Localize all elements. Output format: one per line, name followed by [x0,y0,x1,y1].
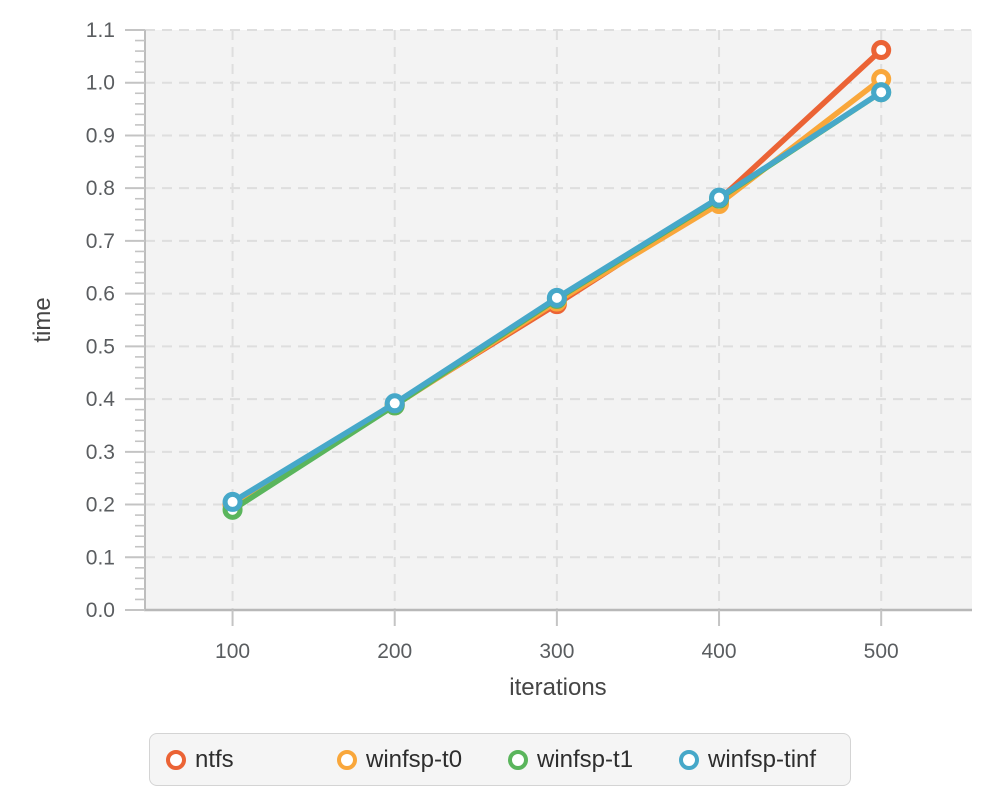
y-tick-label: 0.9 [86,124,115,147]
y-axis-title: time [29,297,56,342]
plot-background [145,30,972,610]
y-tick-label: 1.1 [86,19,115,42]
legend-label: winfsp-t1 [537,745,634,773]
plot-area [145,30,972,610]
legend-marker-icon [166,749,186,770]
legend-label: winfsp-tinf [708,745,817,773]
data-point-winfsp-tinf [709,187,730,208]
legend-item-winfsp-t1: winfsp-t1 [508,745,679,773]
x-tick-label: 100 [215,640,250,663]
y-tick-label: 0.5 [86,335,115,358]
y-tick-label: 0.1 [86,546,115,569]
legend-marker-icon [679,749,699,770]
legend-item-ntfs: ntfs [166,745,337,773]
legend-item-winfsp-t0: winfsp-t0 [337,745,508,773]
axis-ticks [125,29,883,626]
chart-canvas: 0.0 0.1 0.2 0.3 0.4 0.5 0.6 0.7 0.8 0.9 1.0 1.1 100 2… [29,19,972,701]
y-tick-label: 0.4 [86,388,116,411]
x-axis-title: iterations [509,674,606,701]
legend-label: ntfs [195,745,234,773]
x-tick-label: 200 [377,640,412,663]
x-tick-label: 500 [864,640,899,663]
data-point-winfsp-tinf [222,491,243,512]
axes [144,30,972,612]
legend-label: winfsp-t0 [366,745,463,773]
data-point-winfsp-tinf [384,393,405,414]
x-tick-label: 300 [539,640,574,663]
y-tick-label: 0.7 [86,230,115,253]
gridlines [145,29,972,610]
x-tick-label: 400 [702,640,737,663]
y-tick-label: 0.3 [86,441,115,464]
legend: ntfs winfsp-t0 winfsp-t1 winfsp-tinf [149,733,851,786]
y-tick-label: 0.6 [86,283,115,306]
data-point-winfsp-tinf [871,82,892,103]
y-tick-label: 0.2 [86,494,115,517]
y-tick-label: 1.0 [86,72,115,95]
legend-marker-icon [508,749,528,770]
y-tick-label: 0.8 [86,177,115,200]
legend-item-winfsp-tinf: winfsp-tinf [679,745,850,773]
tick-labels: 0.0 0.1 0.2 0.3 0.4 0.5 0.6 0.7 0.8 0.9 1.0 1.1 100 2… [86,19,899,663]
legend-marker-icon [337,749,357,770]
data-point-winfsp-tinf [546,287,567,308]
data-point-ntfs [871,40,892,61]
y-tick-label: 0.0 [86,599,115,622]
data-series [222,40,892,520]
